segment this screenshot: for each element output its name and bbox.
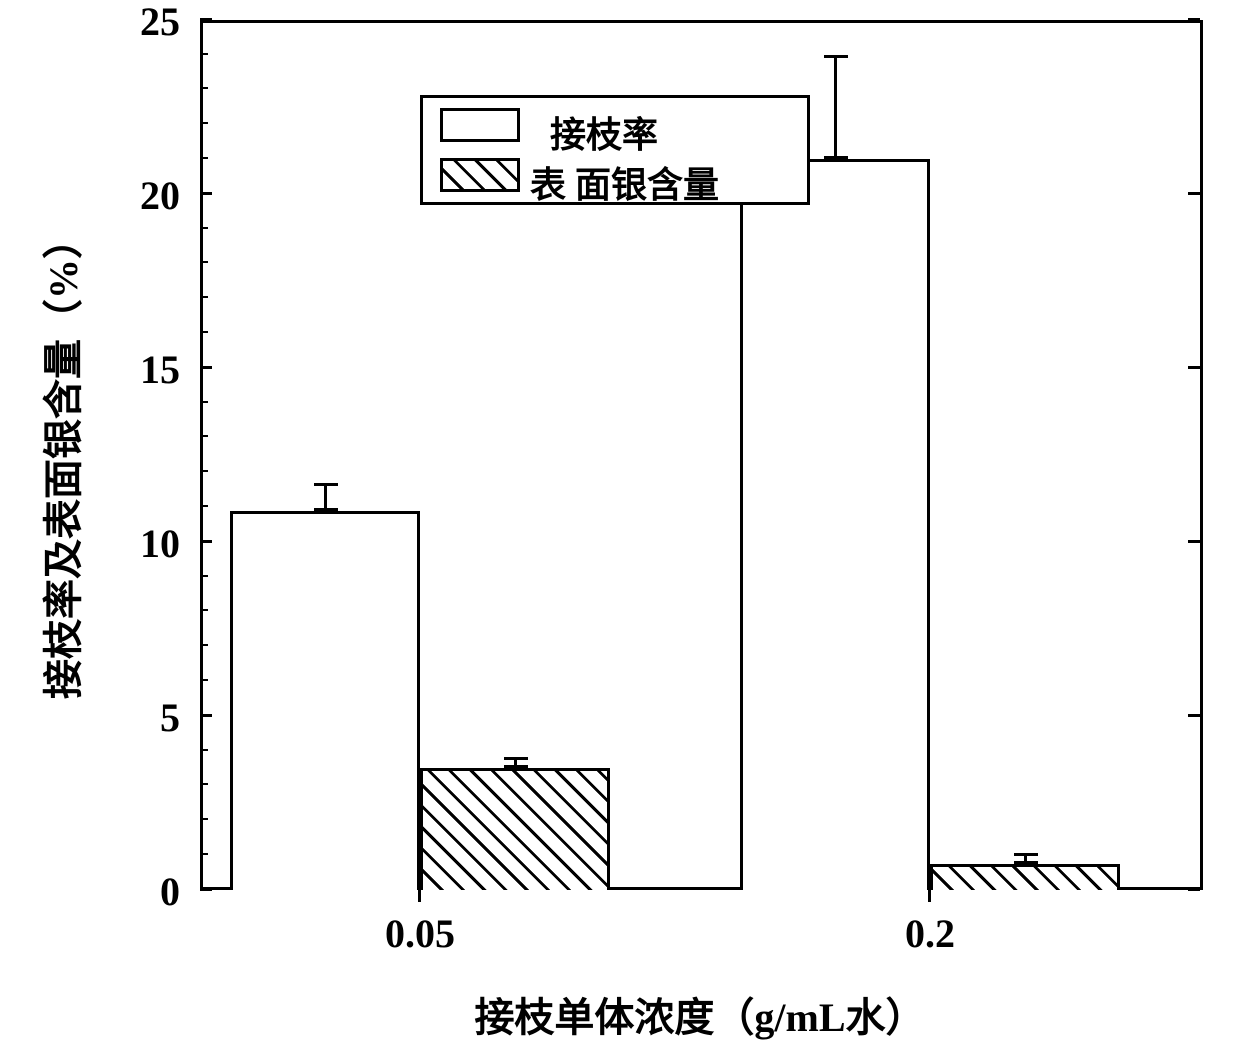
hatch-icon <box>423 771 607 890</box>
minor-tick <box>200 227 208 229</box>
minor-tick <box>200 296 208 298</box>
x-axis-label: 接枝单体浓度（g/mL水） <box>400 985 1000 1043</box>
errcap-g1-s2-top <box>504 757 528 760</box>
minor-tick <box>200 87 208 89</box>
y-tick-mark-20-r <box>1188 192 1200 195</box>
minor-tick <box>200 679 208 681</box>
y-tick-10: 10 <box>100 520 180 567</box>
plot-top-border <box>200 20 1203 23</box>
errcap-g2-s2-top <box>1014 853 1038 856</box>
y-tick-0: 0 <box>120 868 180 915</box>
x-tick-1: 0.2 <box>850 910 1010 957</box>
plot-right-border <box>1200 20 1203 890</box>
errcap-g1-s1-top <box>314 483 338 486</box>
errbar-g1-s1 <box>324 483 327 511</box>
y-tick-mark-15 <box>200 366 212 369</box>
legend-label-1: 表 面银含量 <box>530 156 719 208</box>
minor-tick <box>200 609 208 611</box>
minor-tick <box>200 783 208 785</box>
hatch-icon <box>443 161 517 189</box>
bar-g1-s2 <box>420 768 610 890</box>
bar-g2-s1 <box>740 159 930 890</box>
x-tick-mark-1 <box>928 890 931 902</box>
minor-tick <box>200 470 208 472</box>
y-tick-5: 5 <box>120 694 180 741</box>
y-axis-label: 接枝率及表面银含量（%） <box>31 179 89 739</box>
y-tick-25: 25 <box>100 0 180 45</box>
minor-tick <box>200 853 208 855</box>
minor-tick <box>200 401 208 403</box>
minor-tick <box>200 644 208 646</box>
minor-tick <box>200 818 208 820</box>
minor-tick <box>200 435 208 437</box>
y-tick-mark-5 <box>200 714 212 717</box>
y-tick-mark-0 <box>200 888 212 891</box>
legend-swatch-hatched <box>440 158 520 192</box>
y-tick-15: 15 <box>100 346 180 393</box>
legend-label-0: 接枝率 <box>550 106 658 158</box>
minor-tick <box>200 575 208 577</box>
y-tick-mark-25-r <box>1188 18 1200 21</box>
errcap-g2-s1-top <box>824 55 848 58</box>
y-tick-mark-15-r <box>1188 366 1200 369</box>
legend-swatch-solid <box>440 108 520 142</box>
errcap-g1-s1-bot <box>314 508 338 511</box>
y-tick-mark-10-r <box>1188 540 1200 543</box>
minor-tick <box>200 122 208 124</box>
y-tick-mark-20 <box>200 192 212 195</box>
y-tick-mark-5-r <box>1188 714 1200 717</box>
bar-g1-s1 <box>230 511 420 890</box>
y-tick-mark-10 <box>200 540 212 543</box>
minor-tick <box>200 53 208 55</box>
errcap-g2-s1-bot <box>824 156 848 159</box>
errcap-g1-s2-bot <box>504 765 528 768</box>
y-tick-mark-0-r <box>1188 888 1200 891</box>
minor-tick <box>200 331 208 333</box>
bar-g2-s2 <box>930 864 1120 890</box>
minor-tick <box>200 749 208 751</box>
y-tick-20: 20 <box>100 172 180 219</box>
errbar-g2-s1 <box>834 55 837 159</box>
x-tick-0: 0.05 <box>330 910 510 957</box>
hatch-icon <box>933 867 1117 890</box>
x-tick-mark-0 <box>418 890 421 902</box>
minor-tick <box>200 157 208 159</box>
errcap-g2-s2-bot <box>1014 861 1038 864</box>
minor-tick <box>200 261 208 263</box>
minor-tick <box>200 505 208 507</box>
y-tick-mark-25 <box>200 18 212 21</box>
chart-container: 接枝率及表面银含量（%） 0 5 10 15 20 25 0.05 0.2 接枝… <box>0 0 1240 1052</box>
